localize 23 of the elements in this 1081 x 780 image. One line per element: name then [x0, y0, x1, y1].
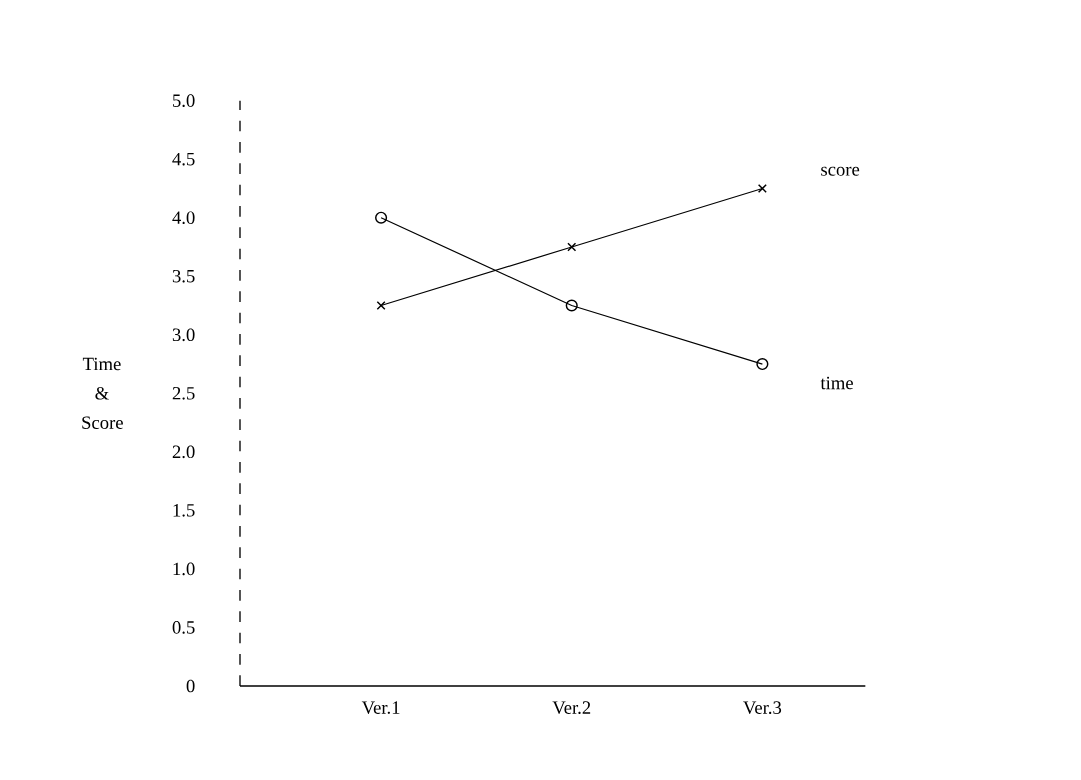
y-tick-label: 1.5: [173, 504, 195, 517]
y-axis-title: Time & Score: [82, 357, 123, 429]
point: [567, 242, 577, 252]
point: [376, 301, 386, 311]
y-tick-label: 4.0: [172, 211, 195, 225]
x-tick-label: Ver.2: [552, 701, 591, 715]
point: [757, 183, 767, 193]
point: [565, 299, 578, 312]
y-tick-label: 0: [186, 679, 195, 693]
y-tick-label: 2.5: [172, 387, 195, 400]
point: [375, 211, 388, 224]
x-tick-label: Ver.3: [743, 701, 782, 715]
y-tick-label: 2.0: [172, 445, 195, 459]
y-tick-label: 4.5: [172, 152, 195, 166]
point: [756, 357, 769, 371]
y-tick-label: 3.5: [172, 269, 195, 283]
text: time: [820, 376, 853, 390]
y-tick-label: 5.0: [173, 94, 195, 108]
text: score: [821, 166, 860, 176]
y-tick-label: 0.5: [172, 621, 195, 634]
x-tick-label: Ver.1: [361, 701, 400, 714]
y-tick-label: 3.0: [172, 328, 195, 342]
y-tick-label: 1.0: [173, 562, 195, 576]
